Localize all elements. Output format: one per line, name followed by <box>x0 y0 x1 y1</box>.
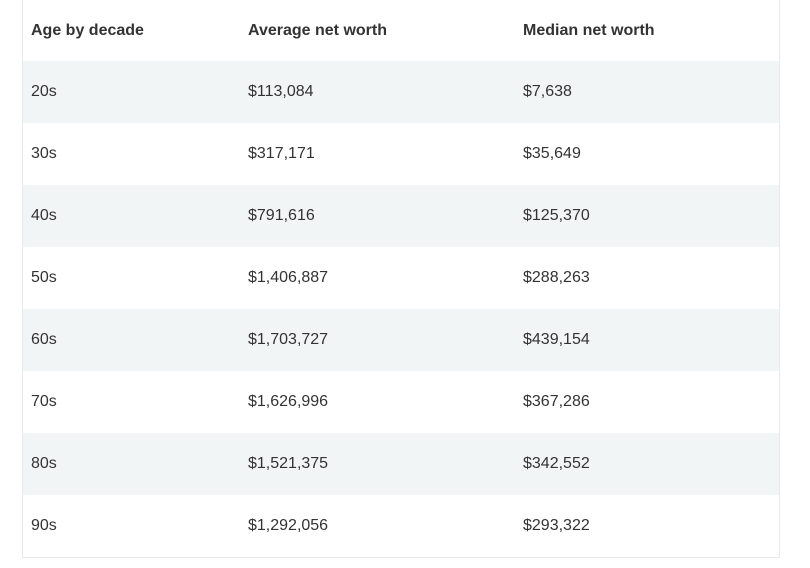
header-average-net-worth: Average net worth <box>248 21 387 39</box>
header-row: Age by decade Average net worth Median n… <box>23 0 779 61</box>
table-body: 20s $113,084 $7,638 30s $317,171 $35,649… <box>23 61 779 557</box>
cell-average: $1,626,996 <box>240 371 515 433</box>
cell-age: 90s <box>23 495 240 557</box>
table-row: 60s $1,703,727 $439,154 <box>23 309 779 371</box>
table-row: 80s $1,521,375 $342,552 <box>23 433 779 495</box>
table-row: 30s $317,171 $35,649 <box>23 123 779 185</box>
cell-age: 40s <box>23 185 240 247</box>
header-age-by-decade: Age by decade <box>31 21 144 39</box>
net-worth-table: Age by decade Average net worth Median n… <box>23 0 779 557</box>
cell-average: $1,292,056 <box>240 495 515 557</box>
cell-age: 20s <box>23 61 240 123</box>
table-row: 20s $113,084 $7,638 <box>23 61 779 123</box>
cell-median: $35,649 <box>515 123 779 185</box>
cell-median: $293,322 <box>515 495 779 557</box>
cell-age: 70s <box>23 371 240 433</box>
cell-median: $288,263 <box>515 247 779 309</box>
table-row: 90s $1,292,056 $293,322 <box>23 495 779 557</box>
cell-age: 30s <box>23 123 240 185</box>
cell-median: $439,154 <box>515 309 779 371</box>
cell-median: $125,370 <box>515 185 779 247</box>
table-row: 40s $791,616 $125,370 <box>23 185 779 247</box>
table-row: 70s $1,626,996 $367,286 <box>23 371 779 433</box>
cell-median: $342,552 <box>515 433 779 495</box>
cell-average: $1,703,727 <box>240 309 515 371</box>
cell-age: 60s <box>23 309 240 371</box>
table-header: Age by decade Average net worth Median n… <box>23 0 779 61</box>
net-worth-table-container: Age by decade Average net worth Median n… <box>22 0 780 558</box>
cell-average: $113,084 <box>240 61 515 123</box>
cell-median: $7,638 <box>515 61 779 123</box>
cell-age: 50s <box>23 247 240 309</box>
cell-average: $1,521,375 <box>240 433 515 495</box>
cell-average: $317,171 <box>240 123 515 185</box>
table-row: 50s $1,406,887 $288,263 <box>23 247 779 309</box>
cell-age: 80s <box>23 433 240 495</box>
cell-average: $791,616 <box>240 185 515 247</box>
header-median-net-worth: Median net worth <box>523 21 655 39</box>
cell-average: $1,406,887 <box>240 247 515 309</box>
cell-median: $367,286 <box>515 371 779 433</box>
